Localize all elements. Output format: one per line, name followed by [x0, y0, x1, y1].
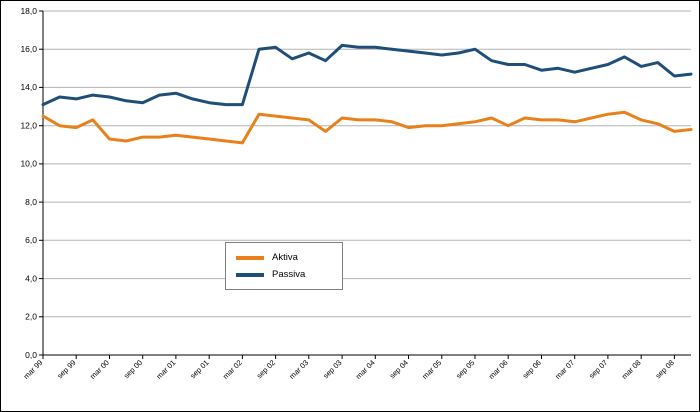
svg-text:mar 07: mar 07 — [553, 358, 576, 381]
svg-text:mar 00: mar 00 — [88, 358, 111, 381]
svg-text:mar 08: mar 08 — [620, 358, 643, 381]
svg-text:2,0: 2,0 — [25, 312, 37, 322]
aktiva-line-swatch — [236, 255, 264, 260]
svg-text:mar 02: mar 02 — [221, 358, 244, 381]
passiva-line-swatch — [236, 272, 264, 277]
svg-text:sep 02: sep 02 — [255, 358, 277, 380]
svg-text:0,0: 0,0 — [25, 350, 37, 360]
svg-text:18,0: 18,0 — [20, 6, 37, 16]
svg-text:sep 00: sep 00 — [122, 358, 144, 380]
svg-text:sep 04: sep 04 — [388, 358, 410, 380]
chart-legend: Aktiva Passiva — [225, 242, 343, 290]
svg-text:sep 01: sep 01 — [188, 358, 210, 380]
svg-text:14,0: 14,0 — [20, 82, 37, 92]
svg-text:mar 05: mar 05 — [420, 358, 443, 381]
svg-text:12,0: 12,0 — [20, 121, 37, 131]
svg-text:mar 01: mar 01 — [154, 358, 177, 381]
svg-text:10,0: 10,0 — [20, 159, 37, 169]
svg-text:mar 04: mar 04 — [354, 358, 377, 381]
svg-text:sep 08: sep 08 — [654, 358, 676, 380]
svg-text:mar 99: mar 99 — [22, 358, 45, 381]
legend-item-passiva: Passiva — [236, 266, 332, 283]
legend-label-passiva: Passiva — [272, 268, 306, 280]
legend-label-aktiva: Aktiva — [272, 251, 298, 263]
svg-text:16,0: 16,0 — [20, 44, 37, 54]
svg-text:sep 05: sep 05 — [454, 358, 476, 380]
svg-text:sep 03: sep 03 — [321, 358, 343, 380]
svg-text:sep 06: sep 06 — [521, 358, 543, 380]
svg-text:8,0: 8,0 — [25, 197, 37, 207]
svg-text:sep 07: sep 07 — [587, 358, 609, 380]
svg-text:mar 03: mar 03 — [287, 358, 310, 381]
svg-text:6,0: 6,0 — [25, 235, 37, 245]
svg-text:mar 06: mar 06 — [487, 358, 510, 381]
svg-text:sep 99: sep 99 — [55, 358, 77, 380]
legend-item-aktiva: Aktiva — [236, 249, 332, 266]
svg-text:4,0: 4,0 — [25, 273, 37, 283]
